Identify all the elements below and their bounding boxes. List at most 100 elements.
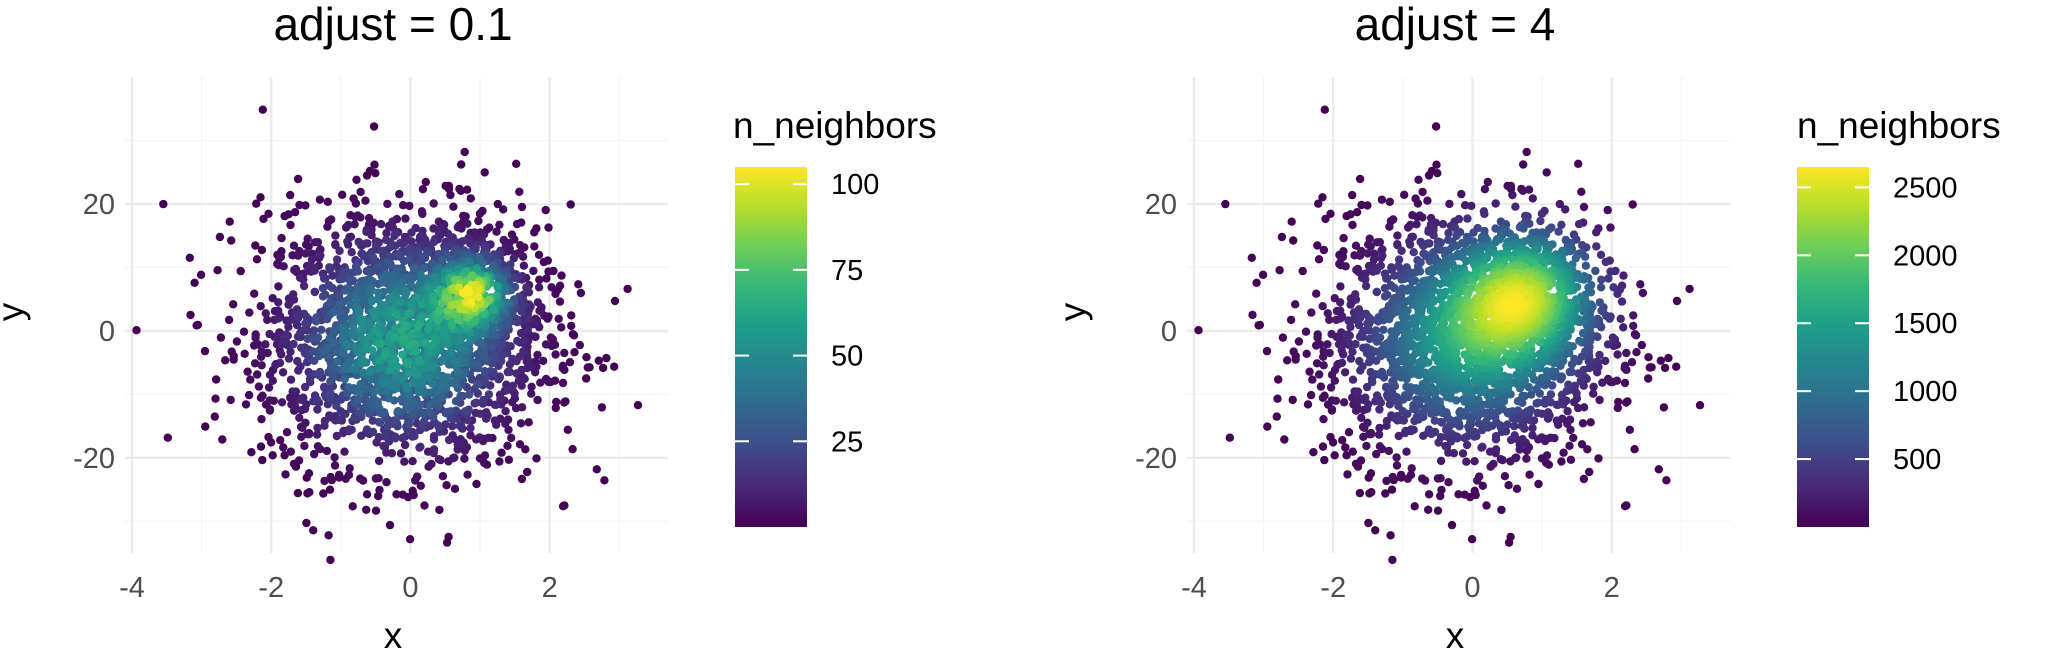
data-point [292, 311, 301, 321]
data-point [539, 257, 548, 267]
data-point [379, 441, 388, 451]
data-point [392, 310, 401, 319]
data-point [321, 274, 330, 283]
data-point [512, 219, 522, 229]
data-point [407, 228, 416, 237]
data-point [547, 283, 556, 292]
data-point [396, 298, 405, 307]
data-point [361, 391, 370, 400]
data-point [1353, 387, 1363, 396]
data-point [474, 285, 484, 294]
data-point [536, 307, 546, 316]
data-point [1519, 224, 1528, 233]
data-point [583, 363, 592, 372]
data-point [594, 356, 603, 365]
data-point [438, 256, 447, 265]
data-point [1491, 445, 1501, 454]
data-point [320, 416, 330, 426]
data-point [1566, 455, 1576, 464]
data-point [375, 330, 384, 339]
data-point [312, 395, 322, 404]
data-point [327, 475, 336, 485]
data-point [252, 255, 262, 264]
data-point [495, 220, 504, 229]
data-point [211, 394, 220, 403]
data-point [192, 321, 201, 330]
data-point [1410, 502, 1419, 511]
data-point [257, 361, 266, 370]
data-point [398, 201, 408, 210]
data-point [353, 267, 363, 276]
data-point [1314, 199, 1323, 208]
data-point [1255, 320, 1265, 330]
data-point [1455, 407, 1465, 416]
data-point [374, 456, 384, 466]
data-point [455, 184, 464, 194]
data-point [241, 400, 251, 409]
data-point [257, 245, 267, 255]
data-point [434, 455, 443, 464]
data-point [1248, 310, 1257, 320]
data-point [1511, 202, 1520, 211]
data-point [1305, 367, 1314, 376]
data-point [338, 267, 348, 276]
data-point [1320, 391, 1329, 400]
data-point [544, 267, 553, 276]
data-point [1283, 356, 1292, 365]
data-point [424, 407, 433, 417]
data-point [533, 350, 542, 360]
data-point [1601, 257, 1611, 267]
data-point [1575, 336, 1584, 346]
data-point [466, 431, 475, 440]
data-point [1278, 333, 1288, 342]
data-point [365, 332, 375, 341]
data-point [1294, 337, 1304, 346]
data-point [1316, 382, 1326, 391]
data-point [1392, 453, 1401, 462]
legend-break-label: 100 [831, 169, 879, 201]
data-point [500, 330, 509, 339]
data-point [1467, 201, 1476, 211]
data-point [515, 440, 525, 449]
data-point [186, 310, 195, 320]
data-point [1306, 390, 1316, 400]
data-point [1291, 351, 1300, 361]
data-point [492, 227, 501, 236]
data-point [390, 231, 399, 241]
data-point [435, 505, 444, 515]
data-point [277, 398, 287, 407]
data-point [405, 255, 415, 264]
data-point [229, 355, 238, 364]
data-point [575, 340, 584, 350]
data-point [1630, 330, 1640, 339]
data-point [347, 248, 356, 257]
data-point [1620, 378, 1630, 388]
data-point [1445, 199, 1454, 209]
data-point [457, 160, 466, 169]
data-point [1672, 362, 1681, 371]
data-point [429, 445, 439, 454]
data-point [357, 431, 366, 440]
data-point [344, 383, 353, 392]
data-point [414, 356, 424, 365]
data-point [251, 241, 260, 250]
data-point [610, 362, 619, 371]
data-point [239, 327, 249, 336]
data-point [1351, 295, 1361, 304]
data-point [1348, 347, 1357, 356]
data-point [1619, 271, 1628, 280]
data-point [434, 423, 443, 432]
data-point [539, 356, 548, 366]
data-point [1326, 432, 1335, 442]
data-point [1385, 197, 1395, 206]
data-point [542, 274, 551, 283]
data-point [1327, 405, 1337, 414]
data-point [381, 379, 390, 388]
data-point [324, 281, 334, 290]
data-point [1388, 555, 1397, 565]
data-point [1594, 454, 1603, 463]
data-point [502, 385, 512, 395]
data-point [401, 321, 411, 330]
data-point [496, 394, 505, 403]
data-point [416, 442, 425, 451]
